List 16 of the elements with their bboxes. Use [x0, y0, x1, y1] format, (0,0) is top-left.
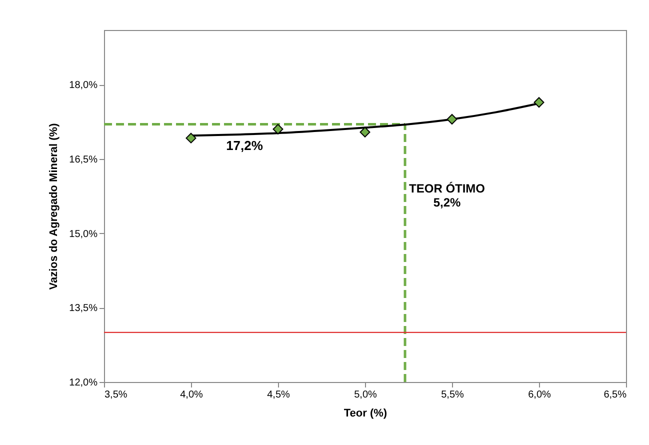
x-tick-label: 5,0%: [354, 390, 378, 400]
y-tick-label: 16,5%: [69, 154, 98, 166]
x-tick-label: 3,5%: [104, 390, 128, 400]
y-tick-label: 12,0%: [69, 378, 98, 388]
y-tick-label: 13,5%: [69, 303, 98, 314]
y-axis-title: Vazios do Agregado Mineral (%): [48, 122, 60, 290]
x-axis-title: Teor (%): [344, 408, 388, 420]
x-tick-label: 6,5%: [604, 390, 627, 400]
y-tick-label: 18,0%: [69, 80, 98, 92]
x-tick-label: 6,0%: [528, 390, 552, 400]
ref-line-label: 17,2%: [226, 138, 264, 154]
x-tick-label: 4,0%: [180, 390, 204, 400]
x-tick-label: 5,5%: [441, 390, 464, 400]
x-tick-label: 4,5%: [267, 390, 290, 400]
y-tick-label: 15,0%: [69, 228, 98, 240]
ref-line-label: TEOR ÓTIMO 5,2%: [409, 182, 486, 210]
